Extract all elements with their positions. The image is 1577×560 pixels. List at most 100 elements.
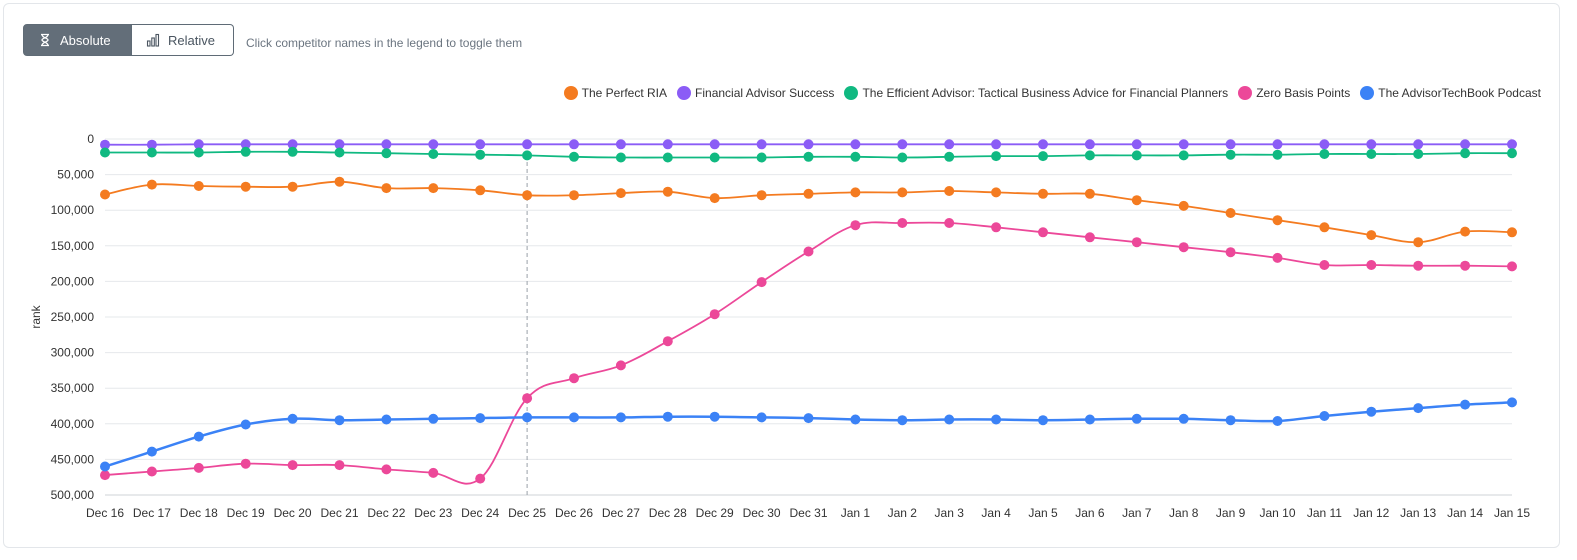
legend-item[interactable]: Financial Advisor Success	[677, 86, 834, 100]
data-point	[756, 152, 767, 163]
x-tick-label: Jan 1	[841, 506, 871, 520]
data-point	[334, 139, 345, 150]
data-point	[428, 413, 439, 424]
data-point	[1178, 413, 1189, 424]
y-tick-label: 50,000	[57, 168, 94, 182]
x-tick-label: Jan 4	[981, 506, 1011, 520]
view-mode-toggle: Absolute Relative	[23, 24, 234, 56]
data-point	[146, 466, 157, 477]
y-tick-label: 200,000	[51, 274, 95, 288]
legend-label: Zero Basis Points	[1256, 86, 1351, 100]
data-point	[240, 146, 251, 157]
data-point	[428, 183, 439, 194]
data-point	[569, 190, 579, 201]
data-point	[944, 186, 955, 196]
data-point	[1225, 208, 1236, 218]
data-point	[709, 139, 720, 150]
x-tick-label: Dec 31	[789, 506, 827, 520]
data-point	[662, 186, 673, 197]
legend-label: The AdvisorTechBook Podcast	[1378, 86, 1541, 100]
data-point	[1413, 237, 1424, 248]
legend-dot	[1238, 86, 1253, 100]
x-tick-label: Dec 21	[320, 506, 358, 520]
data-point	[1178, 200, 1189, 211]
data-point	[1084, 232, 1095, 243]
y-tick-label: 500,000	[51, 488, 95, 502]
chart-legend: The Perfect RIA Financial Advisor Success…	[563, 86, 1541, 100]
data-point	[662, 336, 673, 347]
x-tick-label: Dec 20	[274, 506, 312, 520]
data-point	[1131, 150, 1142, 161]
y-tick-label: 350,000	[51, 381, 95, 395]
data-point	[1084, 150, 1095, 161]
data-point	[287, 146, 298, 157]
data-point	[991, 139, 1002, 150]
data-point	[1272, 149, 1283, 160]
data-point	[709, 152, 720, 163]
legend-dot	[844, 86, 859, 100]
x-tick-label: Jan 9	[1216, 506, 1246, 520]
data-point	[1366, 406, 1377, 417]
data-point	[1225, 149, 1236, 160]
data-point	[991, 414, 1002, 425]
data-point	[100, 470, 110, 481]
data-point	[569, 151, 579, 162]
y-tick-label: 100,000	[51, 203, 95, 217]
data-point	[100, 147, 110, 158]
data-point	[1225, 139, 1236, 150]
data-point	[1084, 139, 1095, 150]
data-point	[1178, 150, 1189, 161]
data-point	[240, 458, 251, 469]
data-point	[287, 413, 298, 424]
data-point	[428, 149, 439, 159]
legend-item[interactable]: Zero Basis Points	[1238, 86, 1350, 100]
absolute-button[interactable]: Absolute	[23, 24, 132, 56]
legend-dot	[563, 86, 578, 100]
legend-dot	[677, 86, 692, 100]
data-point	[944, 151, 955, 162]
data-point	[1507, 397, 1517, 408]
legend-item[interactable]: The Perfect RIA	[563, 86, 668, 100]
data-point	[756, 277, 767, 288]
data-point	[803, 246, 814, 257]
legend-hint: Click competitor names in the legend to …	[246, 36, 523, 50]
y-axis-title: rank	[29, 304, 43, 328]
data-point	[1507, 261, 1517, 272]
data-point	[146, 446, 157, 457]
legend-item[interactable]: The AdvisorTechBook Podcast	[1360, 86, 1541, 100]
data-point	[522, 190, 533, 201]
data-point	[756, 412, 767, 423]
data-point	[1413, 403, 1424, 414]
legend-label: The Efficient Advisor: Tactical Business…	[862, 86, 1229, 100]
data-point	[1272, 139, 1283, 150]
legend-item[interactable]: The Efficient Advisor: Tactical Business…	[844, 86, 1228, 100]
data-point	[1225, 247, 1236, 258]
data-point	[1413, 260, 1424, 271]
data-point	[662, 411, 673, 422]
legend-label: Financial Advisor Success	[695, 86, 835, 100]
chart-card	[3, 3, 1560, 548]
data-point	[240, 419, 251, 430]
relative-button[interactable]: Relative	[132, 24, 234, 56]
x-tick-label: Dec 22	[367, 506, 405, 520]
data-point	[334, 460, 345, 471]
data-point	[615, 360, 626, 371]
data-point	[569, 139, 579, 150]
y-tick-label: 400,000	[51, 417, 95, 431]
data-point	[334, 147, 345, 158]
data-point	[1272, 215, 1283, 226]
data-point	[522, 412, 533, 423]
data-point	[1366, 139, 1377, 150]
data-point	[569, 412, 579, 423]
data-point	[1460, 148, 1471, 159]
data-point	[803, 413, 814, 424]
absolute-label: Absolute	[60, 32, 111, 48]
x-tick-label: Jan 15	[1494, 506, 1530, 520]
data-point	[1507, 148, 1517, 159]
x-tick-label: Jan 11	[1307, 506, 1342, 520]
data-point	[240, 181, 251, 192]
legend-label: The Perfect RIA	[581, 86, 668, 100]
data-point	[381, 464, 392, 475]
x-tick-label: Dec 30	[743, 506, 781, 520]
data-point	[615, 139, 626, 150]
